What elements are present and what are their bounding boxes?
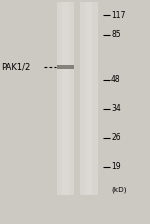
- Bar: [80, 2, 98, 195]
- Text: 85: 85: [111, 30, 121, 39]
- Bar: [85, 2, 92, 195]
- Text: 26: 26: [111, 133, 121, 142]
- Bar: [57, 65, 74, 69]
- Bar: [62, 2, 69, 195]
- Text: 19: 19: [111, 162, 121, 171]
- Text: PAK1/2: PAK1/2: [2, 63, 31, 72]
- Text: (kD): (kD): [111, 186, 126, 193]
- Text: 48: 48: [111, 75, 121, 84]
- Text: 117: 117: [111, 11, 125, 20]
- Bar: [57, 2, 74, 195]
- Text: 34: 34: [111, 104, 121, 113]
